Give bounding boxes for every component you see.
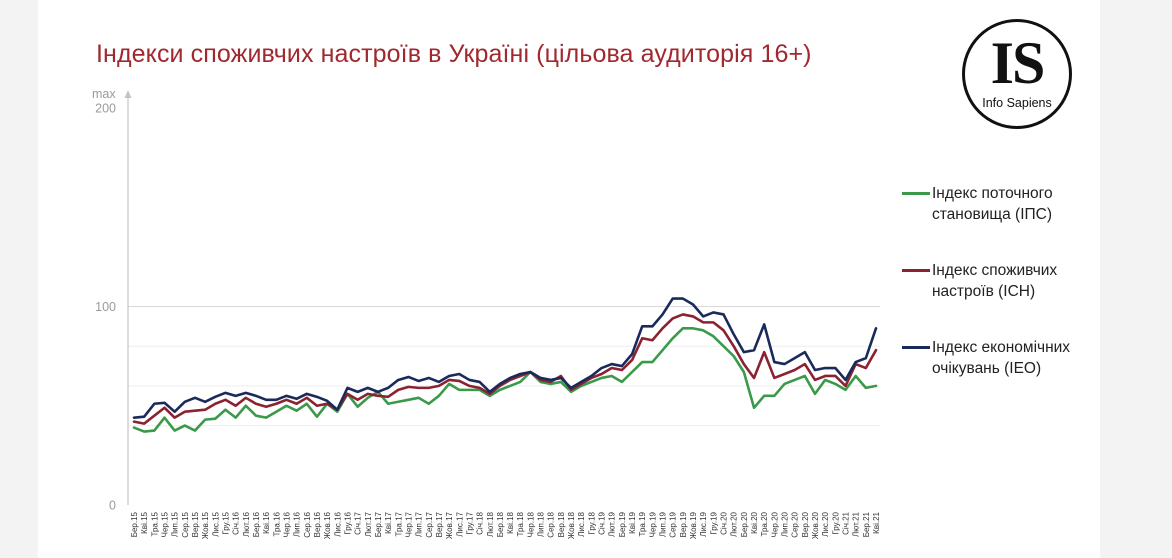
x-tick-label: Лют.17 xyxy=(364,511,373,537)
x-tick-label: Лип.16 xyxy=(293,511,302,537)
series-line-ips xyxy=(132,327,878,433)
x-tick-label: Лют.20 xyxy=(730,511,739,537)
x-tick-label: Вер.17 xyxy=(435,511,444,537)
x-tick-label: Чер.16 xyxy=(282,511,291,537)
series-line-ich xyxy=(132,313,878,425)
x-tick-label: Лис.16 xyxy=(333,511,342,536)
legend-label: Індекс споживчих настроїв (ІСН) xyxy=(932,262,1058,300)
y-axis-arrow-icon xyxy=(124,90,132,98)
x-tick-label: Лют.16 xyxy=(242,511,251,537)
legend-label: Індекс поточного становища (ІПС) xyxy=(932,185,1053,223)
x-tick-label: Січ.21 xyxy=(842,511,851,534)
x-tick-label: Сер.18 xyxy=(547,511,556,537)
x-tick-label: Бер.19 xyxy=(618,511,627,537)
x-tick-label: Січ.18 xyxy=(476,511,485,534)
x-tick-label: Гру.20 xyxy=(831,511,840,534)
y-tick-label: 0 xyxy=(109,499,116,513)
x-tick-label: Сер.20 xyxy=(791,511,800,537)
x-tick-label: Кві.17 xyxy=(384,511,393,533)
legend-swatch xyxy=(902,346,930,349)
x-tick-label: Кві.19 xyxy=(628,511,637,533)
x-tick-label: Січ.19 xyxy=(598,511,607,534)
x-tick-label: Гру.19 xyxy=(709,511,718,534)
legend-swatch xyxy=(902,269,930,272)
x-tick-label: Гру.17 xyxy=(465,511,474,534)
x-tick-label: Жов.18 xyxy=(567,511,576,539)
x-tick-label: Сер.16 xyxy=(303,511,312,537)
x-tick-label: Чер.15 xyxy=(160,511,169,537)
x-tick-label: Кві.20 xyxy=(750,511,759,533)
x-tick-label: Бер.18 xyxy=(496,511,505,537)
x-tick-label: Бер.21 xyxy=(862,511,871,537)
x-tick-label: Чер.19 xyxy=(648,511,657,537)
y-tick-label: 100 xyxy=(95,300,116,314)
x-tick-label: Кві.21 xyxy=(872,511,881,533)
x-tick-label: Жов.16 xyxy=(323,511,332,539)
x-tick-label: Сер.15 xyxy=(181,511,190,537)
x-tick-label: Жов.15 xyxy=(201,511,210,539)
x-tick-label: Чер.18 xyxy=(526,511,535,537)
x-tick-label: Лис.20 xyxy=(821,511,830,536)
x-tick-label: Лип.17 xyxy=(415,511,424,537)
x-tick-label: Лип.18 xyxy=(537,511,546,537)
x-tick-label: Лют.19 xyxy=(608,511,617,537)
x-tick-label: Лис.19 xyxy=(699,511,708,536)
x-tick-label: Жов.19 xyxy=(689,511,698,539)
x-tick-label: Вер.20 xyxy=(801,511,810,537)
x-tick-label: Лип.20 xyxy=(781,511,790,537)
x-tick-label: Лип.15 xyxy=(171,511,180,537)
x-tick-label: Лип.19 xyxy=(659,511,668,537)
right-margin-panel xyxy=(1100,0,1172,558)
logo-name: Info Sapiens xyxy=(982,96,1052,110)
x-tick-label: Тра.15 xyxy=(150,511,159,536)
legend-swatch xyxy=(902,192,930,195)
x-tick-label: Лис.17 xyxy=(455,511,464,536)
x-tick-label: Кві.15 xyxy=(140,511,149,533)
left-margin-panel xyxy=(0,0,38,558)
x-tick-label: Кві.18 xyxy=(506,511,515,533)
legend-label: Індекс економічних очікувань (IEO) xyxy=(932,339,1071,377)
x-tick-label: Січ.16 xyxy=(232,511,241,534)
x-tick-label: Жов.20 xyxy=(811,511,820,539)
x-tick-label: Лис.18 xyxy=(577,511,586,536)
x-tick-label: Кві.16 xyxy=(262,511,271,533)
x-tick-label: Гру.16 xyxy=(343,511,352,534)
x-tick-label: Вер.18 xyxy=(557,511,566,537)
x-tick-label: Вер.19 xyxy=(679,511,688,537)
series-line-ieo xyxy=(132,297,878,419)
x-tick-label: Лис.15 xyxy=(211,511,220,536)
x-tick-label: Бер.20 xyxy=(740,511,749,537)
x-tick-label: Лют.21 xyxy=(852,511,861,537)
x-tick-label: Бер.15 xyxy=(130,511,139,537)
x-tick-label: Вер.15 xyxy=(191,511,200,537)
x-tick-label: Тра.16 xyxy=(272,511,281,536)
logo-mark: IS xyxy=(990,30,1046,96)
x-tick-label: Жов.17 xyxy=(445,511,454,539)
x-tick-label: Тра.18 xyxy=(516,511,525,536)
x-tick-label: Січ.17 xyxy=(354,511,363,534)
x-tick-label: Лют.18 xyxy=(486,511,495,537)
y-tick-label: 200 xyxy=(95,102,116,116)
x-tick-label: Вер.16 xyxy=(313,511,322,537)
x-tick-label: Гру.18 xyxy=(587,511,596,534)
x-tick-label: Чер.20 xyxy=(770,511,779,537)
x-tick-label: Бер.16 xyxy=(252,511,261,537)
x-tick-label: Тра.17 xyxy=(394,511,403,536)
x-tick-label: Тра.20 xyxy=(760,511,769,536)
x-tick-label: Бер.17 xyxy=(374,511,383,537)
x-tick-label: Тра.19 xyxy=(638,511,647,536)
x-tick-label: Чер.17 xyxy=(404,511,413,537)
x-tick-label: Сер.19 xyxy=(669,511,678,537)
x-tick-label: Січ.20 xyxy=(720,511,729,534)
info-sapiens-logo: IS Info Sapiens xyxy=(962,19,1072,129)
x-tick-label: Сер.17 xyxy=(425,511,434,537)
x-tick-label: Гру.15 xyxy=(221,511,230,534)
chart-title: Індекси споживчих настроїв в Україні (ці… xyxy=(96,40,812,68)
y-axis-label: max xyxy=(92,87,116,101)
